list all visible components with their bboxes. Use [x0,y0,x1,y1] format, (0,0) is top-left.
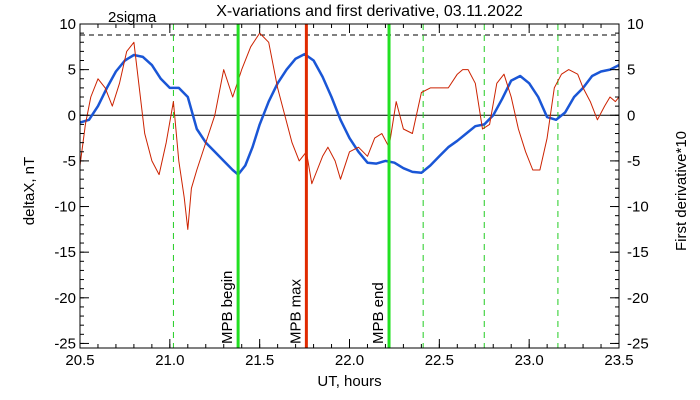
y-tick-label-right: 0 [627,107,635,124]
y-tick-label-left: 0 [68,107,76,124]
y-tick-label-right: -5 [627,153,640,170]
x-tick-label: 22.0 [335,352,364,369]
x-axis-label: UT, hours [317,373,381,390]
y-tick-label-right: -20 [627,290,649,307]
x-tick-label: 22.5 [425,352,454,369]
x-tick-label: 21.0 [155,352,184,369]
chart-lines-layer [80,24,619,348]
y-tick-label-left: -20 [54,290,76,307]
mpb-marker-label: MPB end [370,282,387,344]
chart-axes-layer [79,23,620,349]
y-tick-label-left: -25 [54,335,76,352]
y-tick-label-right: 5 [627,62,635,79]
mpb-marker-label: MPB max [287,278,304,344]
mpb-marker-label: MPB begin [219,271,236,344]
y-tick-label-right: -15 [627,244,649,261]
sigma-label: 2sigma [108,9,157,26]
y-tick-label-left: 5 [68,62,76,79]
chart-markers-layer: MPB begin MPB max MPB end [219,24,391,348]
y-tick-label-right: -10 [627,199,649,216]
series-line-deltax [79,52,620,176]
chart-series-layer [79,32,620,230]
series-line-derivative [79,32,620,230]
chart-title: X-variations and first derivative, 03.11… [216,3,523,20]
y-tick-label-right: 10 [627,16,644,33]
y-tick-label-right: -25 [627,335,649,352]
y-tick-label-left: -15 [54,244,76,261]
y-tick-label-left: -10 [54,199,76,216]
y-axis-label-right: First derivative*10 [673,131,690,251]
x-tick-label: 23.0 [515,352,544,369]
y-tick-label-left: -5 [63,153,76,170]
y-tick-label-left: 10 [59,16,76,33]
x-tick-label: 23.5 [604,352,633,369]
x-tick-label: 20.5 [65,352,94,369]
chart-text-layer: 20.5 21.0 21.5 22.0 22.5 23.0 23.5-25-20-15-10… [21,3,690,390]
y-axis-label-left: deltaX, nT [21,157,38,225]
x-tick-label: 21.5 [245,352,274,369]
